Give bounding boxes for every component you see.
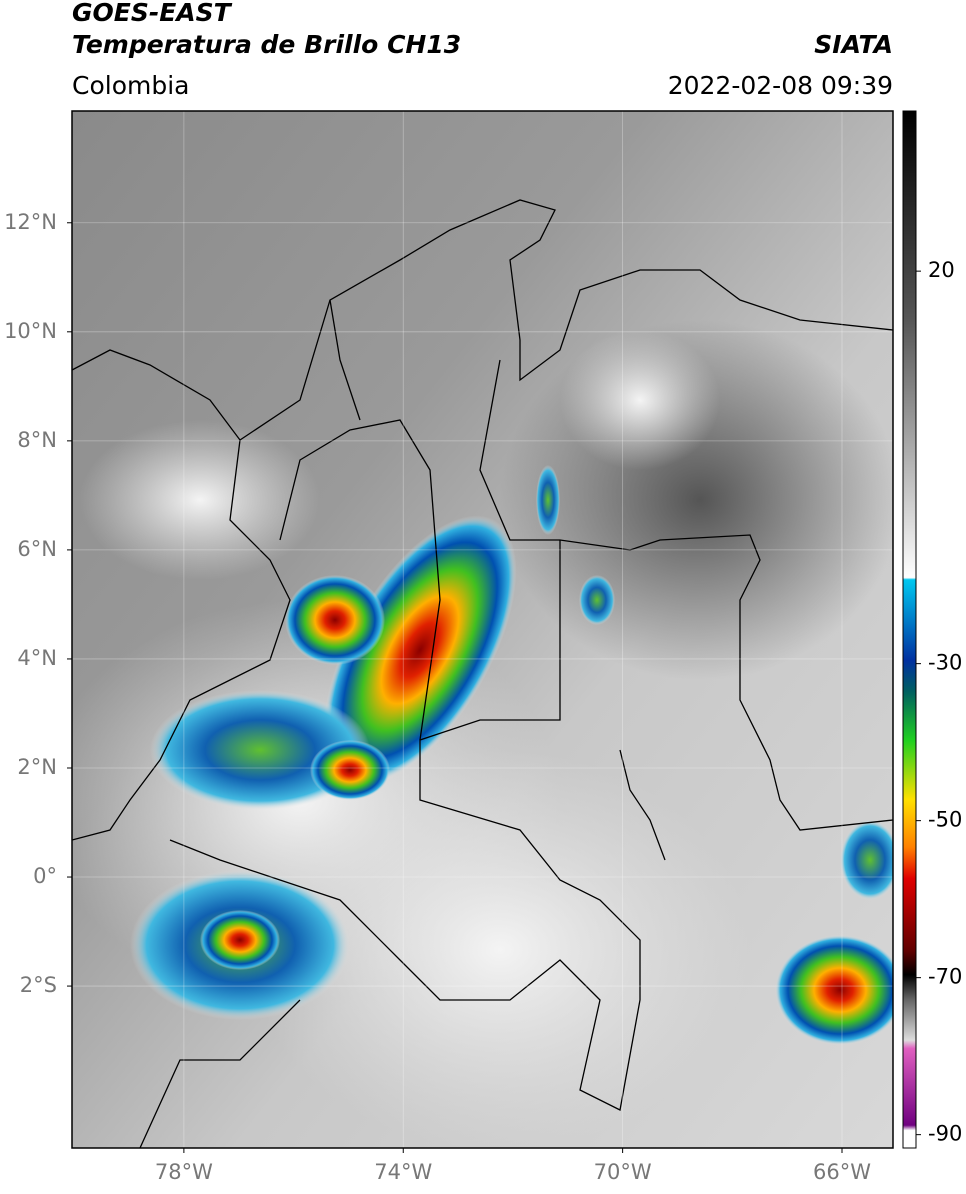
colorbar-label: -70 bbox=[928, 965, 962, 989]
lat-tick-label: 0° bbox=[33, 864, 57, 888]
map-frame bbox=[71, 110, 894, 1149]
lat-tick-label: 2°N bbox=[17, 755, 57, 779]
satellite-image bbox=[72, 111, 893, 1148]
title: GOES-EAST bbox=[72, 0, 233, 27]
lat-tick-label: 8°N bbox=[17, 428, 57, 452]
lon-tick-label: 78°W bbox=[155, 1160, 213, 1184]
source: SIATA bbox=[814, 30, 893, 59]
region: Colombia bbox=[72, 71, 189, 100]
lat-tick-label: 4°N bbox=[17, 646, 57, 670]
graticule bbox=[72, 111, 893, 1148]
colorbar-label: 20 bbox=[928, 258, 955, 282]
datetime: 2022-02-08 09:39 bbox=[668, 71, 893, 100]
colorbar-label: -90 bbox=[928, 1122, 962, 1146]
lon-tick-label: 66°W bbox=[813, 1160, 871, 1184]
lon-tick-label: 74°W bbox=[374, 1160, 432, 1184]
colorbar-label: -50 bbox=[928, 808, 962, 832]
lat-tick-label: 12°N bbox=[4, 210, 57, 234]
lat-tick-label: 6°N bbox=[17, 537, 57, 561]
colorbar bbox=[902, 110, 917, 1149]
lon-tick-label: 70°W bbox=[594, 1160, 652, 1184]
subtitle: Temperatura de Brillo CH13 bbox=[72, 30, 461, 59]
lat-tick-label: 2°S bbox=[20, 973, 57, 997]
lat-tick-label: 10°N bbox=[4, 319, 57, 343]
colorbar-label: -30 bbox=[928, 651, 962, 675]
